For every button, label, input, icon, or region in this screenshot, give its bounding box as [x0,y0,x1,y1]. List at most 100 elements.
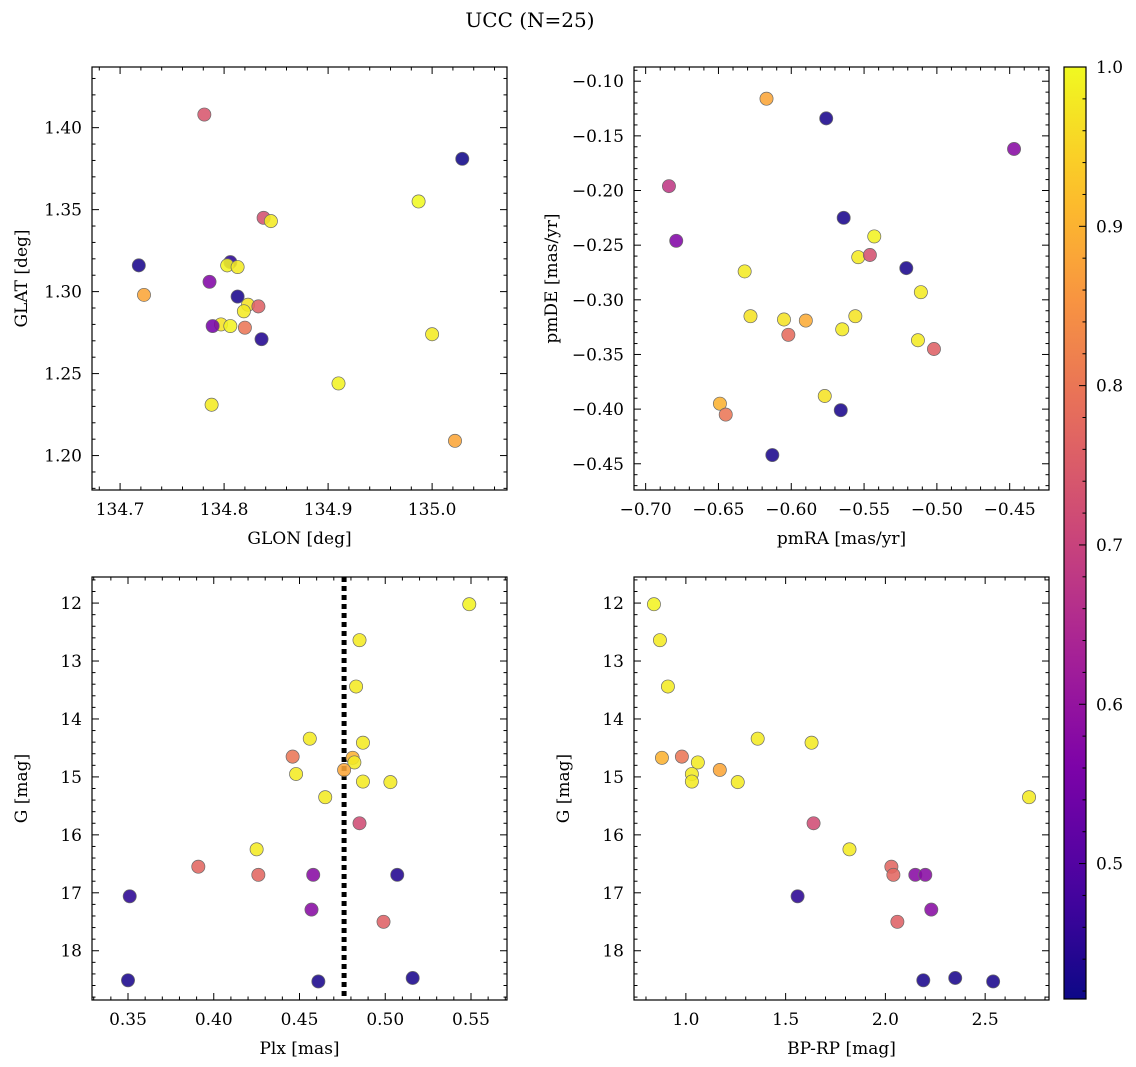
axes-frame [91,576,508,1001]
data-point [383,775,398,790]
data-point [759,91,774,106]
colorbar-tick-label: 0.6 [1096,695,1123,715]
data-point [462,597,477,612]
data-point [851,250,866,265]
x-tick-label: 1.5 [772,1010,799,1030]
data-point [833,403,848,418]
data-point [647,597,661,612]
data-point [347,755,362,770]
data-point [684,774,699,789]
data-point [448,433,462,448]
data-point [289,767,304,781]
y-tick-label: 18 [60,942,82,962]
data-point [318,790,333,805]
data-point [390,867,405,882]
data-point [285,749,300,764]
data-point [356,774,370,789]
y-axis-label: G [mag] [554,754,574,823]
panel-pmra-pmde: −0.70 −0.65 −0.60 −0.55 −0.50 −0.45 −0.45 −0.40… [542,66,1050,549]
y-tick-label: −0.35 [572,345,624,365]
data-point [1022,790,1036,805]
x-tick-label: 2.0 [872,1010,899,1030]
data-point [652,633,667,648]
y-tick-label: 16 [602,826,624,846]
panel-plx-g: 0.35 0.40 0.45 0.50 0.55 12 13 14 15 16 17 18 Plx [m… [12,576,508,1059]
x-axis-label: BP-RP [mag] [787,1039,896,1059]
data-point [918,867,933,882]
data-point [690,755,705,770]
figure-title: UCC (N=25) [465,8,594,32]
y-tick-label: 1.40 [44,119,82,139]
data-point [121,973,135,988]
y-tick-label: −0.40 [572,400,624,420]
data-point [986,974,1001,989]
y-tick-label: 17 [60,884,82,904]
y-tick-label: 16 [60,826,82,846]
x-tick-label: −0.65 [692,500,744,520]
data-point [302,731,317,746]
y-tick-label: −0.15 [572,127,624,147]
data-point [743,309,758,324]
y-axis-label: G [mag] [12,754,32,823]
y-tick-label: 1.20 [44,447,82,467]
colorbar-gradient [1063,66,1087,1000]
data-point [737,264,752,279]
axes-frame [633,66,1050,491]
x-tick-label: 134.8 [200,500,249,520]
data-point [798,313,813,328]
data-point [916,973,931,988]
y-tick-label: −0.20 [572,182,624,202]
x-axis-label: pmRA [mas/yr] [777,529,906,549]
data-point [712,396,727,411]
x-axis-label: GLON [deg] [247,529,351,549]
data-point [835,322,850,337]
data-point [349,679,364,694]
data-point [661,179,676,194]
x-tick-label: 134.7 [96,500,145,520]
data-point [204,397,219,412]
data-point [836,210,851,225]
y-tick-label: −0.25 [572,236,624,256]
axes-frame [91,66,508,491]
x-tick-label: 0.50 [366,1010,404,1030]
y-tick-label: 13 [602,652,624,672]
colorbar-tick-label: 0.7 [1096,536,1123,556]
data-point [249,842,264,857]
y-tick-label: −0.30 [572,291,624,311]
data-point [817,389,832,403]
data-point [352,633,367,648]
x-axis-label: Plx [mas] [259,1039,339,1059]
data-point [230,260,245,274]
data-point [230,289,245,304]
data-point [251,867,266,882]
data-point [660,679,675,694]
y-tick-label: −0.10 [572,72,624,92]
data-point [337,763,352,777]
data-point [804,735,819,750]
data-point [202,274,217,289]
x-tick-label: 0.35 [109,1010,147,1030]
y-tick-label: 12 [602,594,624,614]
data-point [781,327,796,342]
x-tick-label: −0.50 [911,500,963,520]
colorbar-tick-label: 0.8 [1096,377,1123,397]
x-tick-label: 2.5 [972,1010,999,1030]
x-tick-label: 0.55 [452,1010,490,1030]
data-point [352,816,367,831]
data-point [455,151,470,166]
data-point [777,312,791,327]
data-point [205,319,220,333]
data-point [254,332,269,347]
data-point [890,914,905,929]
data-point [331,376,346,391]
data-point [886,867,901,882]
y-tick-label: 18 [602,942,624,962]
x-tick-label: −0.55 [838,500,890,520]
data-point [867,229,882,244]
data-point [263,214,278,229]
y-tick-label: 14 [602,710,624,730]
x-tick-label: 0.45 [281,1010,319,1030]
panel-glon-glat: 134.7 134.8 134.9 135.0 1.20 1.25 1.30 1.35 1.40… [12,66,508,549]
x-tick-label: 0.40 [195,1010,233,1030]
